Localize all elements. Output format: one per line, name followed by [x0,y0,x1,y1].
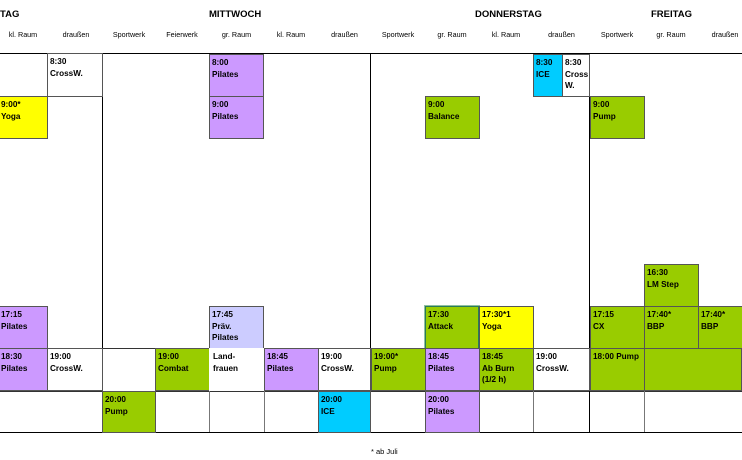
day-header-friday: FREITAG [651,9,692,20]
event-thu-yoga-1730[interactable]: 17:30*1 Yoga [479,306,534,349]
event-fri-lmstep-1630[interactable]: 16:30 LM Step [644,264,699,307]
col-wed-gr: gr. Raum [221,30,252,39]
event-tue-pilates-1715[interactable]: 17:15 Pilates [0,306,48,349]
grid-line-top [0,53,742,54]
divider-wed-thu [370,53,371,433]
event-thu-abburn-1845[interactable]: 18:45 Ab Burn (1/2 h) [479,348,534,391]
event-thu-ice-830[interactable]: 8:30 ICE [533,54,563,97]
event-fri-cx-1715[interactable]: 17:15 CX [590,306,645,349]
col-fri-draussen: draußen [711,30,739,39]
event-fri-bbp-1740b[interactable]: 17:40* BBP [698,306,742,349]
event-fri-bbp-1740a[interactable]: 17:40* BBP [644,306,699,349]
col-tue-draussen: draußen [62,30,90,39]
day-header-wednesday: MITTWOCH [209,9,262,20]
col-thu-draussen: draußen [548,30,575,39]
col-thu-sportwerk: Sportwerk [381,30,415,39]
col-fri-gr: gr. Raum [656,30,686,39]
event-wed-combat-1900[interactable]: 19:00 Combat [155,348,210,391]
event-thu-pump-1900[interactable]: 19:00* Pump [371,348,426,391]
event-wed-ice-2000[interactable]: 20:00 ICE [318,391,371,433]
divider-thu-fri [589,53,590,433]
event-wed-crossw-1900[interactable]: 19:00 CrossW. [318,348,371,391]
day-header-thursday: DONNERSTAG [475,9,542,20]
day-header-tuesday: TAG [0,9,20,20]
grid-line-bottom [0,432,742,433]
col-tue-kl: kl. Raum [8,30,38,39]
event-thu-pilates-1845[interactable]: 18:45 Pilates [425,348,480,391]
event-wed-pump-2000[interactable]: 20:00 Pump [102,391,156,433]
col-wed-sportwerk: Sportwerk [112,30,146,39]
event-thu-attack-1730[interactable]: 17:30 Attack [424,305,480,350]
event-fri-filler [644,348,742,391]
event-wed-pilates-900[interactable]: 9:00 Pilates [209,96,264,139]
event-tue-crossw-830[interactable]: 8:30 CrossW. [47,53,103,97]
event-thu-balance-900[interactable]: 9:00 Balance [425,96,480,139]
event-thu-crossw-1900[interactable]: 19:00 CrossW. [533,348,590,391]
event-wed-pilates-800[interactable]: 8:00 Pilates [209,54,264,97]
event-thu-pilates-2000[interactable]: 20:00 Pilates [425,391,480,433]
event-wed-praev-pilates-1745[interactable]: 17:45 Präv. Pilates [209,306,264,349]
event-wed-landfrauen[interactable]: Land- frauen [209,348,264,391]
grid-line-row-late [0,391,742,392]
event-tue-yoga-900[interactable]: 9:00* Yoga [0,96,48,139]
col-wed-draussen: draußen [331,30,358,39]
event-fri-pump-900[interactable]: 9:00 Pump [590,96,645,139]
event-wed-pilates-1845[interactable]: 18:45 Pilates [264,348,319,391]
event-thu-crossw-830[interactable]: 8:30 Cross W. [562,54,590,97]
event-tue-pilates-1830[interactable]: 18:30 Pilates [0,348,48,391]
event-tue-crossw-1900[interactable]: 19:00 CrossW. [47,348,103,391]
footnote: * ab Juli [371,447,398,456]
col-wed-feierwerk: Feierwerk [166,30,198,39]
col-thu-kl: kl. Raum [491,30,521,39]
event-fri-pump-1800[interactable]: 18:00 Pump [590,348,645,391]
col-thu-gr: gr. Raum [437,30,467,39]
col-wed-kl: kl. Raum [276,30,306,39]
divider-tue-wed [102,53,103,433]
col-fri-sportwerk: Sportwerk [600,30,634,39]
